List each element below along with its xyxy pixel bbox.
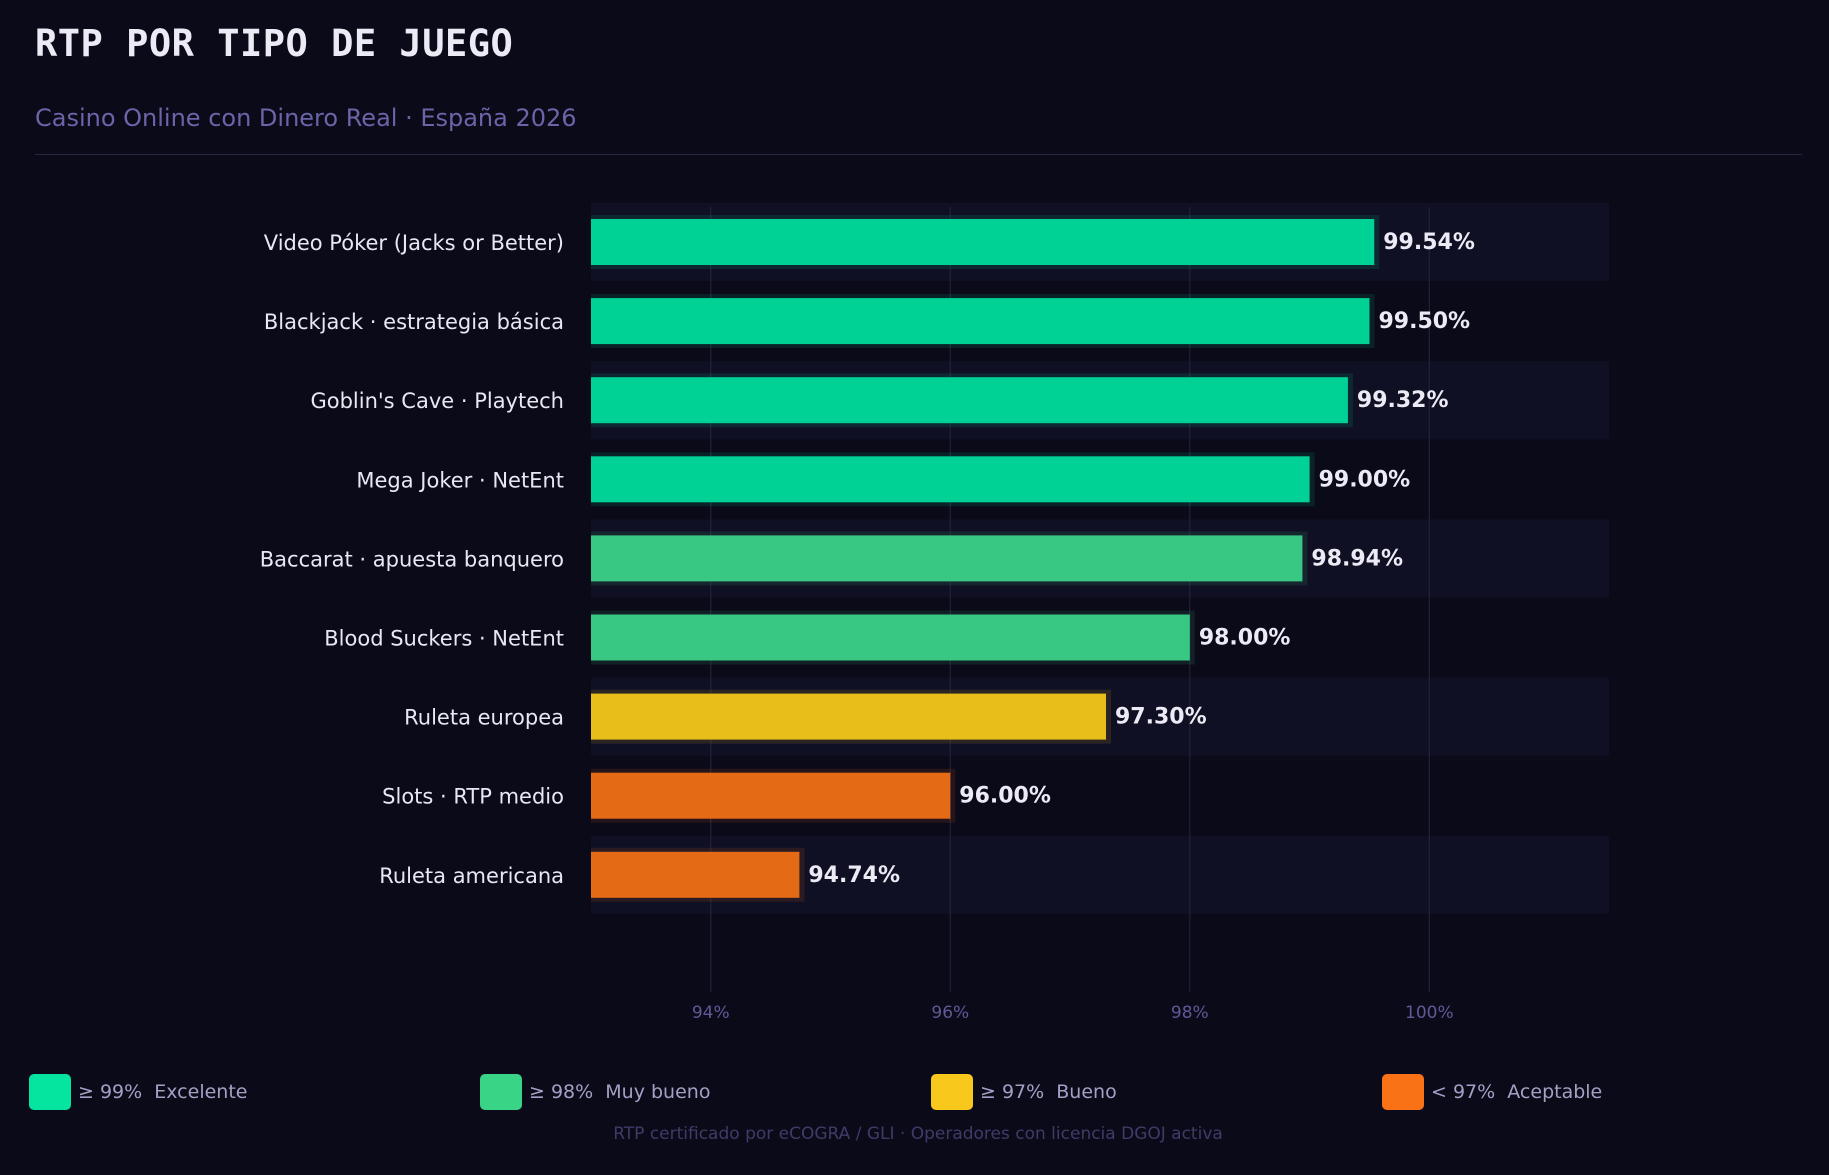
- x-tick-label: 100%: [1405, 1003, 1454, 1023]
- bar-baccarat-apuesta-banquero: [591, 535, 1303, 582]
- chart-title: RTP POR TIPO DE JUEGO: [35, 22, 514, 65]
- legend-swatch-excelente: [29, 1074, 71, 1110]
- category-label: Blood Suckers · NetEnt: [324, 627, 564, 651]
- legend-item-aceptable: < 97% Aceptable: [1382, 1072, 1602, 1112]
- value-label: 98.94%: [1311, 546, 1403, 571]
- value-label: 99.54%: [1383, 230, 1475, 255]
- value-label: 97.30%: [1115, 705, 1207, 730]
- bar-slots-rtp-medio: [591, 772, 951, 819]
- category-label: Ruleta europea: [404, 706, 564, 730]
- legend-item-bueno: ≥ 97% Bueno: [931, 1072, 1117, 1112]
- legend-swatch-bueno: [931, 1074, 973, 1110]
- footnote: RTP certificado por eCOGRA / GLI · Opera…: [613, 1124, 1223, 1144]
- category-label: Ruleta americana: [379, 864, 564, 888]
- bar-blackjack-estrategia-basica: [591, 298, 1370, 345]
- header-divider: [35, 154, 1802, 155]
- value-label: 96.00%: [959, 784, 1051, 809]
- legend-label-bueno: ≥ 97% Bueno: [980, 1081, 1117, 1103]
- bar-goblin-s-cave-playtech: [591, 377, 1348, 424]
- legend-item-excelente: ≥ 99% Excelente: [29, 1072, 247, 1112]
- category-label: Slots · RTP medio: [382, 785, 564, 809]
- value-label: 99.50%: [1378, 309, 1470, 334]
- legend-label-excelente: ≥ 99% Excelente: [78, 1081, 248, 1103]
- category-label: Video Póker (Jacks or Better): [264, 231, 564, 255]
- bar-ruleta-americana: [591, 851, 800, 898]
- legend: ≥ 99% Excelente ≥ 98% Muy bueno ≥ 97% Bu…: [0, 1072, 1829, 1112]
- x-tick-label: 96%: [931, 1003, 969, 1023]
- x-tick-label: 94%: [692, 1003, 730, 1023]
- legend-swatch-aceptable: [1382, 1074, 1424, 1110]
- legend-swatch-muy-bueno: [480, 1074, 522, 1110]
- value-label: 99.00%: [1319, 467, 1411, 492]
- chart-subtitle: Casino Online con Dinero Real · España 2…: [35, 104, 577, 132]
- legend-item-muy-bueno: ≥ 98% Muy bueno: [480, 1072, 710, 1112]
- bar-ruleta-europea: [591, 693, 1106, 740]
- category-label: Goblin's Cave · Playtech: [310, 389, 564, 413]
- bar-mega-joker-netent: [591, 456, 1310, 503]
- value-label: 99.32%: [1357, 388, 1449, 413]
- rtp-bar-chart: Video Póker (Jacks or Better) 99.54% Black…: [260, 202, 1609, 1023]
- category-label: Mega Joker · NetEnt: [356, 468, 564, 492]
- category-label: Blackjack · estrategia básica: [264, 310, 564, 334]
- value-label: 98.00%: [1199, 626, 1291, 651]
- legend-label-muy-bueno: ≥ 98% Muy bueno: [529, 1081, 711, 1103]
- category-label: Baccarat · apuesta banquero: [260, 547, 564, 571]
- bar-video-poker-jacks-or-better: [591, 219, 1375, 265]
- x-tick-label: 98%: [1171, 1003, 1209, 1023]
- value-label: 94.74%: [808, 863, 900, 888]
- bar-blood-suckers-netent: [591, 614, 1190, 661]
- legend-label-aceptable: < 97% Aceptable: [1431, 1081, 1603, 1103]
